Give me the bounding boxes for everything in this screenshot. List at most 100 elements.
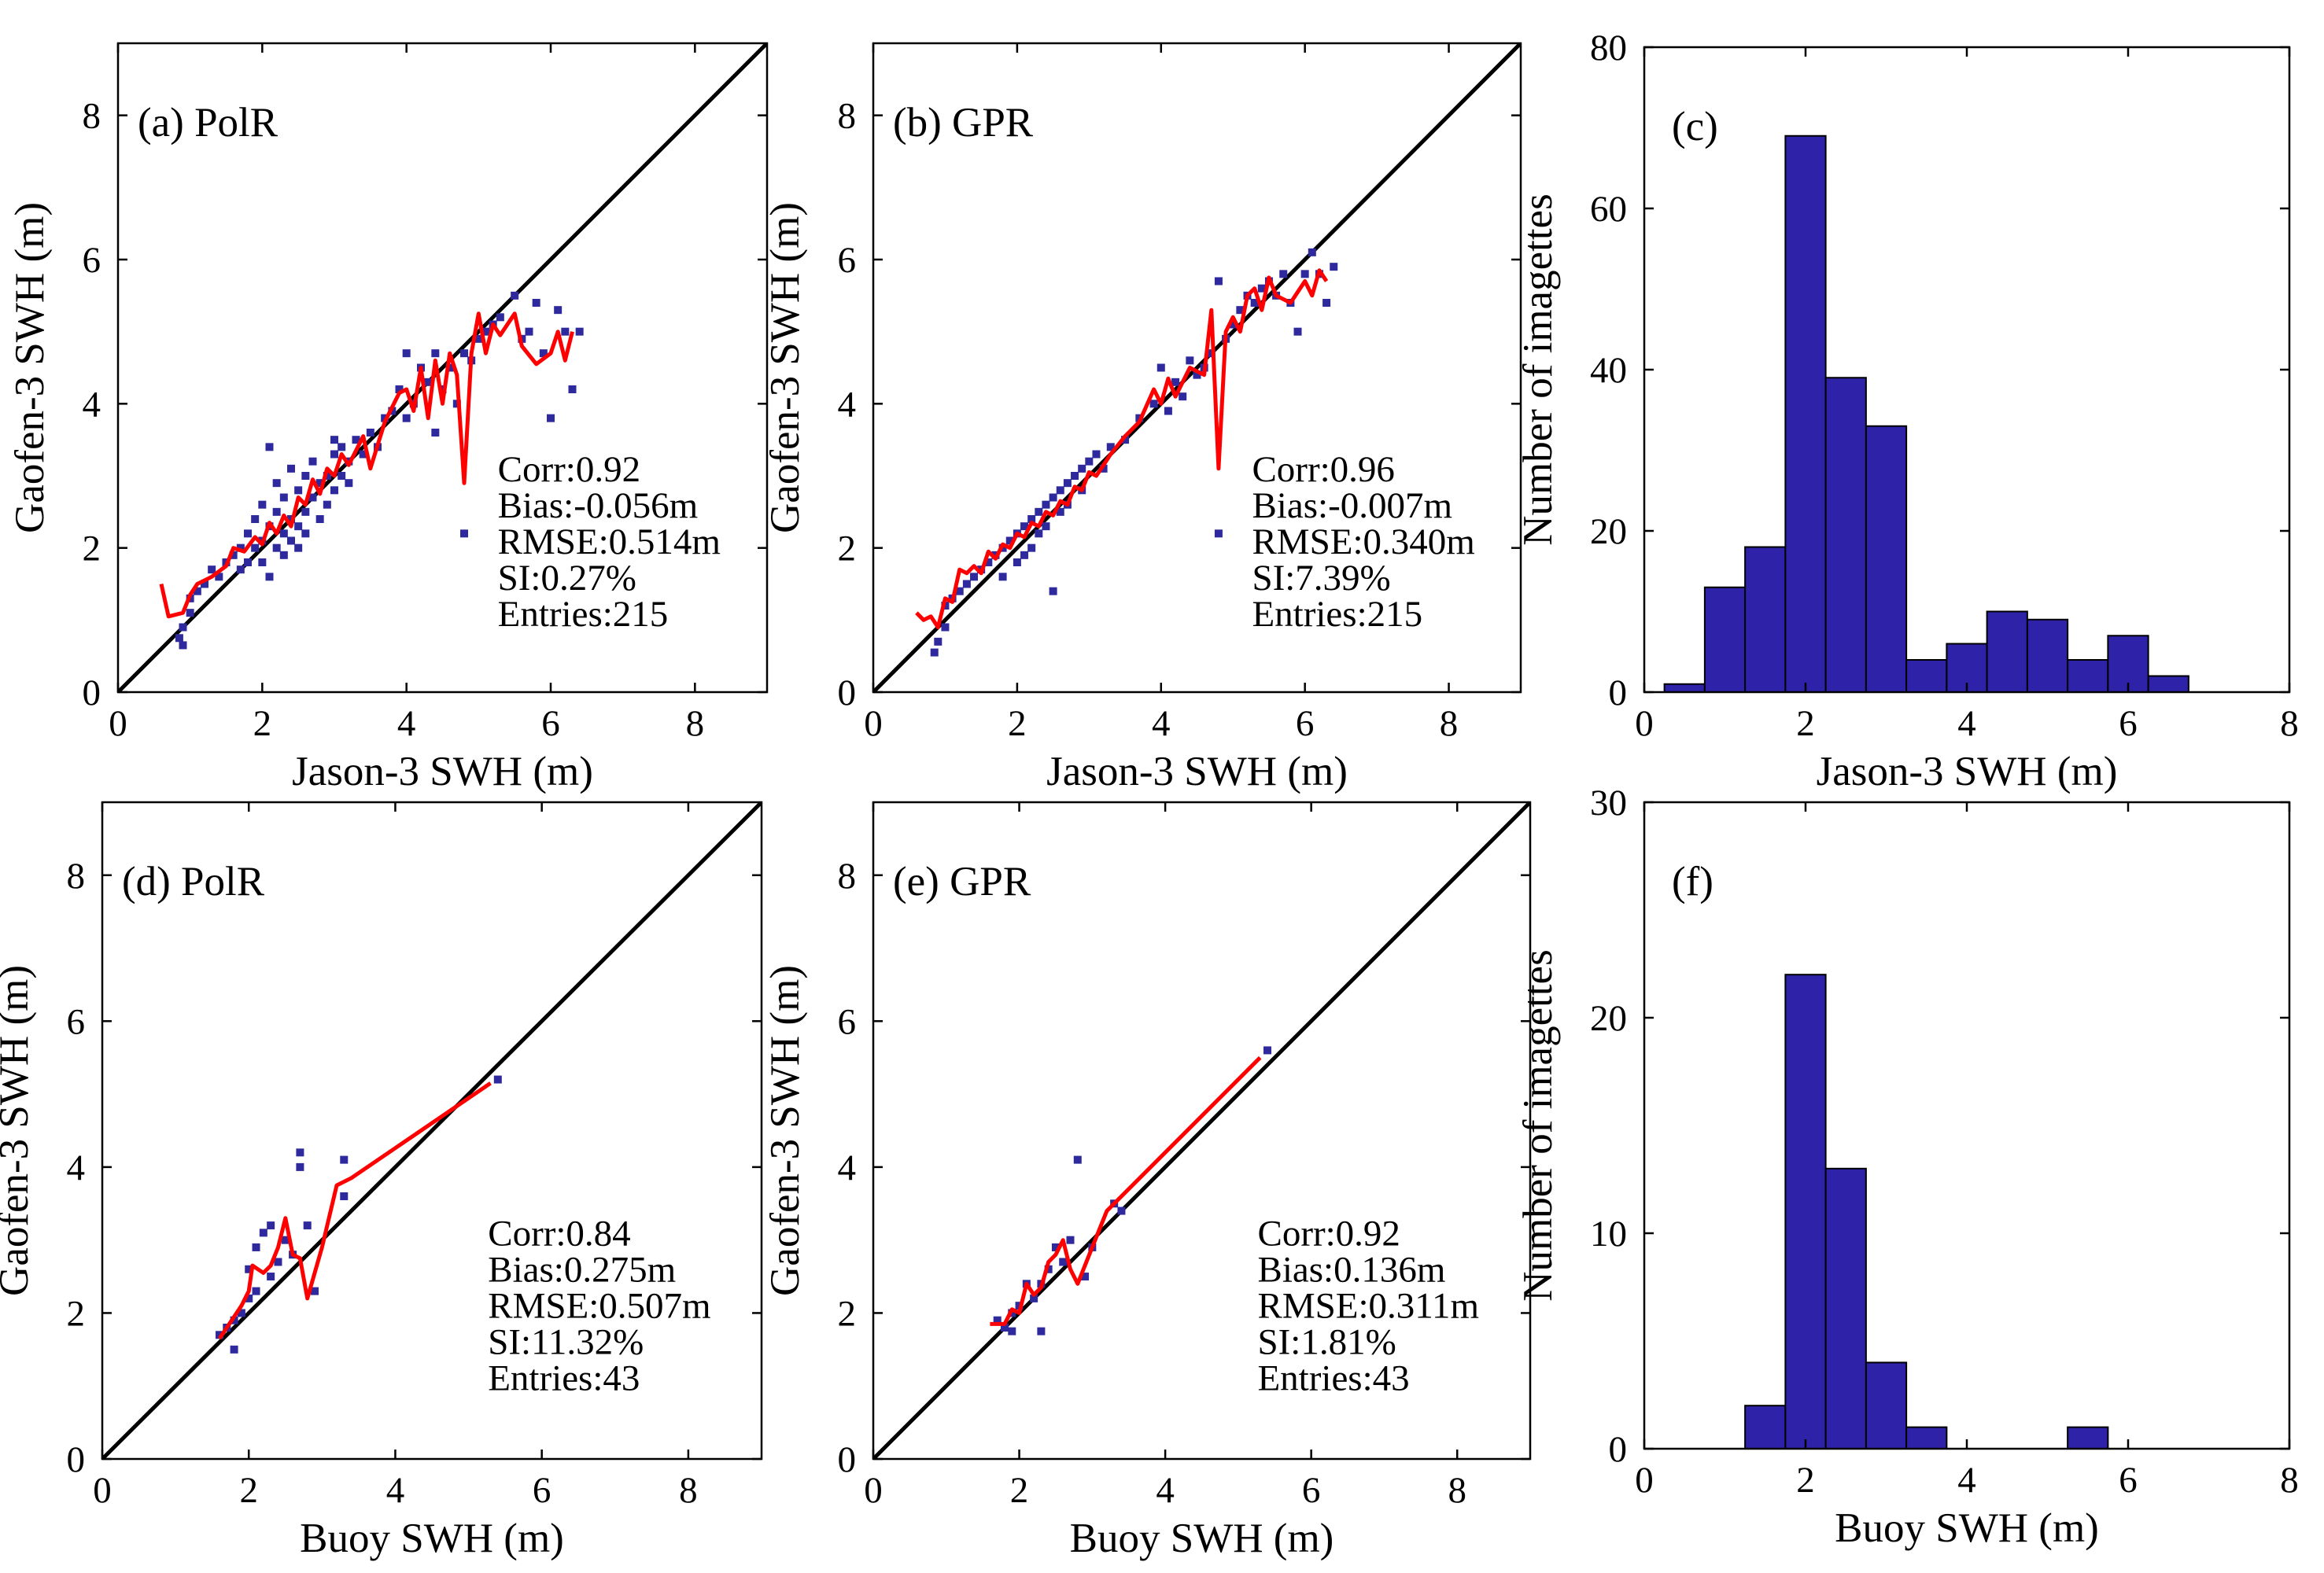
data-point [330,436,338,444]
y-tick-label: 2 [67,1293,86,1334]
data-point [962,580,971,588]
stat-line: Bias:0.275m [488,1250,676,1291]
axes-box [101,801,763,1461]
histogram-bar [1744,546,1787,692]
data-point [175,634,183,643]
panel-label: (b) GPR [893,100,1034,146]
data-point [340,1155,349,1164]
data-point [215,1331,223,1339]
data-point [296,1162,304,1171]
data-point [955,587,964,595]
identity-line [873,43,1521,692]
data-point [338,443,346,451]
stat-line: Corr:0.92 [498,449,640,490]
data-point [1330,263,1338,271]
axes-box [1643,801,2291,1450]
data-point [330,486,338,495]
identity-line [102,802,762,1459]
y-tick-label: 4 [838,384,857,425]
y-tick-label: 6 [67,1001,86,1042]
data-point [1056,486,1064,495]
data-point [1092,450,1101,459]
data-point [1035,507,1043,516]
data-point [460,349,468,358]
data-point [229,551,238,559]
data-point [294,486,303,495]
data-point [547,414,555,422]
x-axis-label: Buoy SWH (m) [1070,1516,1334,1561]
data-point [1214,529,1223,538]
trend-line [159,311,574,619]
data-point [315,479,324,488]
x-tick-label: 6 [533,1470,551,1511]
data-point [1250,299,1259,307]
data-point [245,1265,253,1273]
y-axis-label: Number of imagettes [1515,193,1561,545]
y-tick-label: 60 [1590,189,1627,230]
x-axis-label: Jason-3 SWH (m) [292,749,593,794]
data-point [1042,522,1050,531]
data-point [281,1236,290,1244]
data-point [984,558,993,566]
identity-line [118,43,767,692]
x-tick-label: 0 [1635,1460,1654,1501]
panel-d: 0 2 4 6 8 0 2 4 6 8 Buoy SWH (m) Gaofen-3 SWH (m) (d… [0,801,763,1561]
y-tick-label: 2 [838,1293,857,1334]
data-point [474,334,483,343]
panel-a: 0 2 4 6 8 0 2 4 6 8 Jason-3 SWH (m) Gaofen-3 SWH (m… [7,42,769,794]
data-point [1071,472,1079,480]
x-tick-label: 4 [1156,1470,1175,1511]
data-point [460,529,468,538]
x-tick-label: 6 [1302,1470,1321,1511]
stat-line: SI:1.81% [1257,1322,1396,1363]
data-point [1193,370,1201,379]
x-tick-label: 0 [1635,703,1654,744]
data-point [554,306,563,315]
x-tick-label: 4 [1957,703,1976,744]
y-tick-label: 6 [838,240,857,281]
y-axis-label: Gaofen-3 SWH (m) [0,965,37,1296]
data-point [1149,400,1158,408]
data-point [1236,306,1245,315]
data-point [532,299,540,307]
data-point [1073,1155,1082,1164]
x-tick-label: 2 [1008,703,1027,744]
data-point [236,543,245,552]
data-point [201,580,208,588]
data-point [1027,543,1036,552]
y-axis-label: Gaofen-3 SWH (m) [762,202,808,533]
data-point [287,536,295,545]
data-point [272,507,281,516]
data-point [1081,1273,1090,1281]
y-tick-label: 8 [838,856,857,897]
stat-line: SI:0.27% [498,558,636,599]
stat-line: RMSE:0.507m [488,1286,710,1327]
data-point [424,378,433,386]
data-point [1056,507,1064,516]
stat-line: RMSE:0.514m [498,521,721,562]
y-tick-label: 0 [838,1439,857,1480]
x-tick-label: 4 [386,1470,405,1511]
data-point [1066,1236,1075,1244]
x-tick-label: 2 [1796,1460,1815,1501]
data-point [970,573,979,581]
axes-box [116,42,769,694]
y-tick-label: 4 [67,1148,86,1188]
data-point [1049,493,1057,502]
histogram-bar [2026,618,2069,692]
stat-line: Bias:0.136m [1257,1250,1445,1291]
histogram-bar [1824,377,1867,692]
data-point [1013,558,1021,566]
y-tick-label: 0 [1609,672,1628,713]
data-point [272,543,281,552]
data-point [993,1316,1002,1324]
panel-label: (c) [1672,104,1718,149]
data-point [301,507,310,516]
data-point [1020,522,1029,531]
data-point [272,479,281,488]
data-point [1322,299,1331,307]
data-point [1035,529,1043,538]
y-tick-label: 2 [83,529,101,569]
x-tick-label: 8 [2280,1460,2299,1501]
data-point [323,472,331,480]
